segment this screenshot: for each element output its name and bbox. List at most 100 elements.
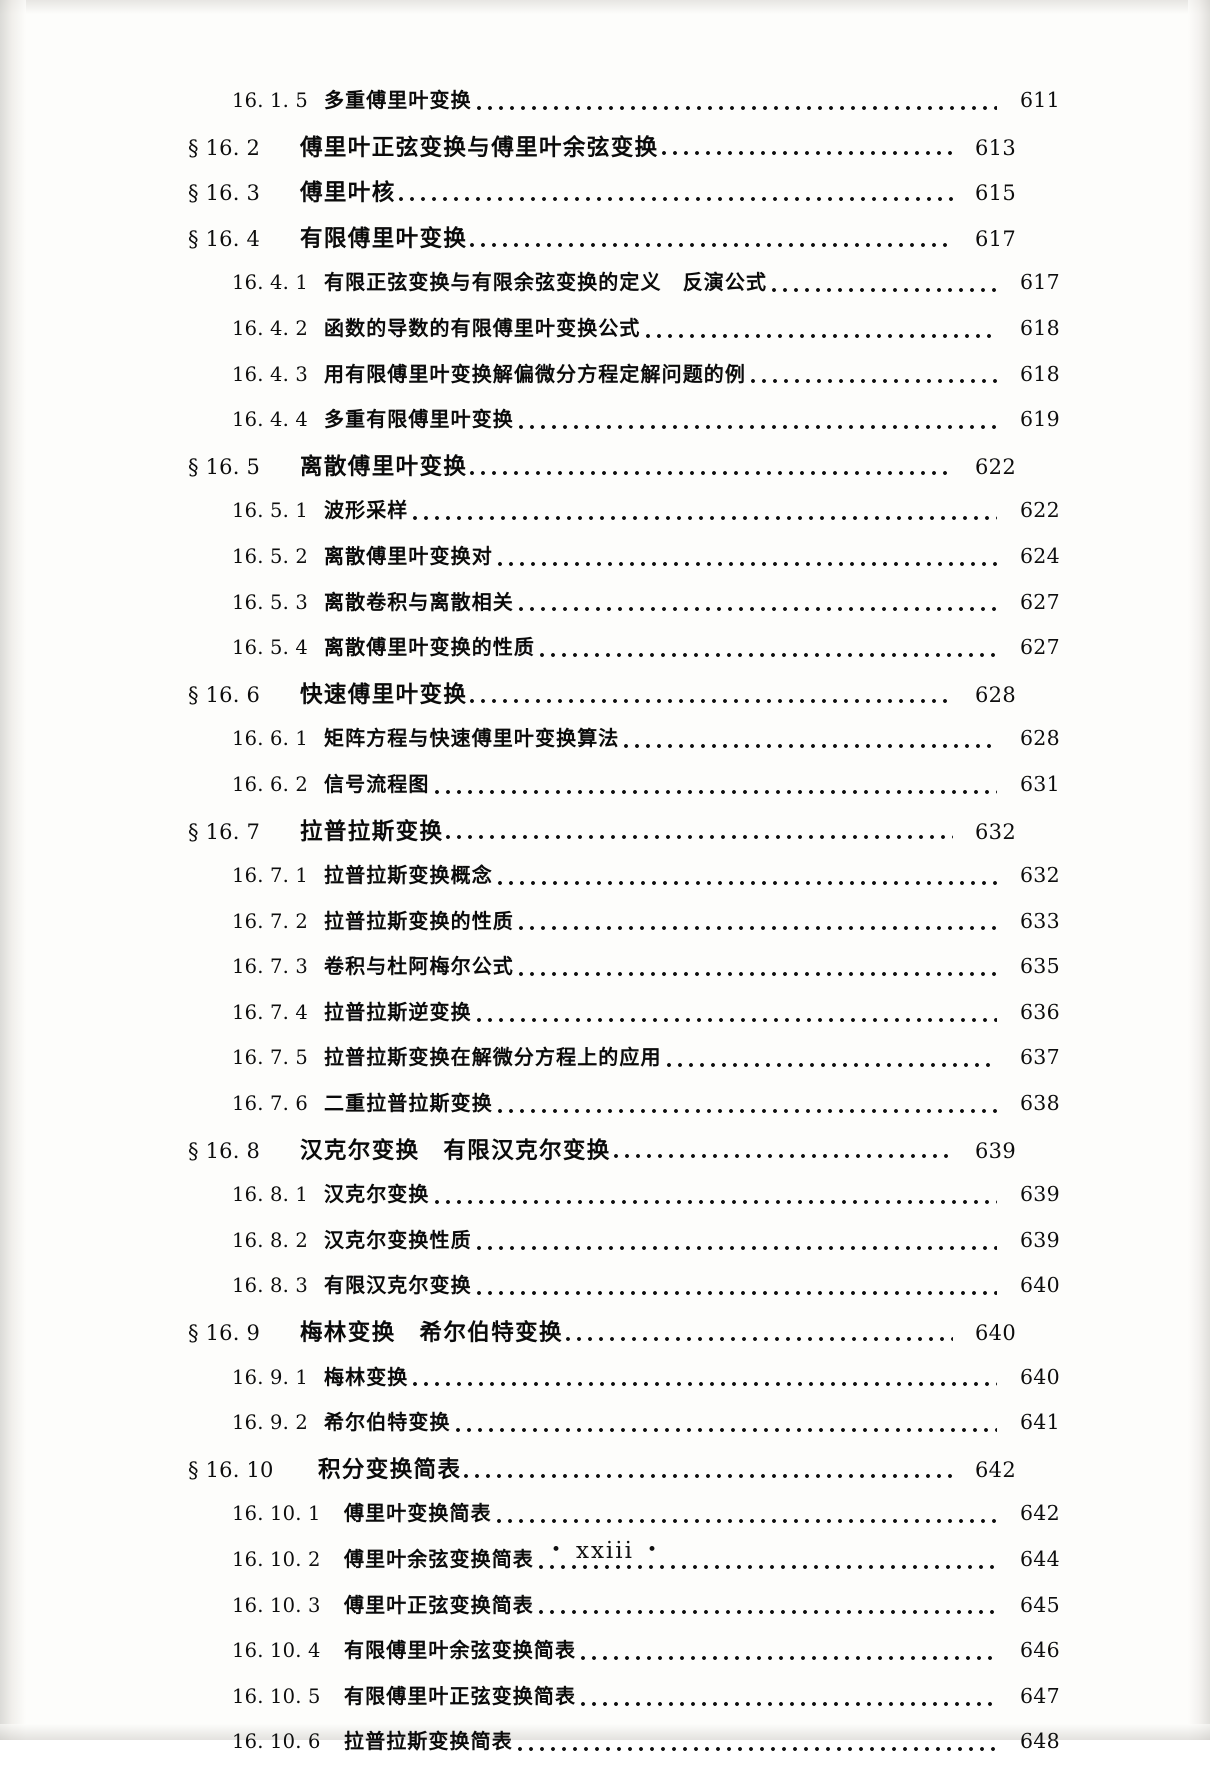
toc-entry-title: 函数的导数的有限傅里叶变换公式 — [324, 315, 641, 340]
toc-entry[interactable]: 16. 5. 4 离散傅里叶变换的性质 627 — [188, 631, 1060, 677]
toc-entry-number: 16. 4. 4 — [232, 408, 309, 432]
toc-entry[interactable]: § 16. 2 傅里叶正弦变换与傅里叶余弦变换 613 — [188, 130, 1016, 176]
toc-entry-title: 拉普拉斯变换 — [300, 818, 444, 845]
toc-entry-page-number: 636 — [1019, 999, 1060, 1024]
toc-leader-dots — [581, 1650, 997, 1666]
toc-leader-dots — [477, 1285, 997, 1301]
toc-entry[interactable]: 16. 4. 2 函数的导数的有限傅里叶变换公式 618 — [188, 312, 1060, 358]
folio-number: xxiii — [575, 1538, 634, 1564]
toc-entry-page-number: 628 — [1019, 726, 1060, 751]
toc-entry-number: 16. 6. 1 — [232, 727, 309, 751]
toc-entry[interactable]: 16. 10. 5 有限傅里叶正弦变换简表 647 — [188, 1680, 1060, 1726]
toc-entry-title: 傅里叶正弦变换与傅里叶余弦变换 — [300, 134, 659, 161]
toc-entry[interactable]: 16. 5. 3 离散卷积与离散相关 627 — [188, 586, 1060, 632]
toc-entry-number: 16. 10. 5 — [232, 1684, 321, 1708]
toc-entry-number: 16. 5. 4 — [232, 636, 309, 660]
toc-entry[interactable]: § 16. 6 快速傅里叶变换 628 — [188, 677, 1016, 723]
toc-entry[interactable]: § 16. 7 拉普拉斯变换 632 — [188, 814, 1016, 860]
toc-entry[interactable]: § 16. 3 傅里叶核 615 — [188, 175, 1016, 221]
toc-entry-number: § 16. 9 — [188, 1321, 261, 1346]
toc-entry-number: § 16. 10 — [188, 1457, 274, 1482]
toc-entry[interactable]: 16. 4. 3 用有限傅里叶变换解偏微分方程定解问题的例 618 — [188, 358, 1060, 404]
toc-entry-title: 傅里叶余弦变换简表 — [344, 1547, 534, 1571]
toc-entry[interactable]: 16. 7. 2 拉普拉斯变换的性质 633 — [188, 905, 1060, 951]
toc-entry-page-number: 618 — [1019, 315, 1060, 340]
toc-entry-number: 16. 10. 3 — [232, 1593, 321, 1617]
toc-entry[interactable]: 16. 6. 2 信号流程图 631 — [188, 768, 1060, 814]
toc-entry-page-number: 644 — [1019, 1547, 1060, 1571]
toc-entry-title: 矩阵方程与快速傅里叶变换算法 — [324, 726, 620, 751]
toc-leader-dots — [566, 1331, 953, 1347]
toc-entry-page-number: 647 — [1019, 1683, 1060, 1708]
toc-entry-page-number: 631 — [1019, 771, 1060, 796]
toc-entry-title: 二重拉普拉斯变换 — [324, 1091, 493, 1116]
toc-entry[interactable]: 16. 10. 2 傅里叶余弦变换简表 644 — [188, 1543, 1060, 1589]
toc-entry-page-number: 637 — [1019, 1045, 1060, 1070]
toc-entry[interactable]: § 16. 8 汉克尔变换 有限汉克尔变换 639 — [188, 1133, 1016, 1179]
toc-entry[interactable]: 16. 4. 4 多重有限傅里叶变换 619 — [188, 403, 1060, 449]
toc-leader-dots — [399, 191, 953, 207]
toc-entry[interactable]: 16. 9. 1 梅林变换 640 — [188, 1361, 1060, 1407]
toc-entry[interactable]: 16. 10. 3 傅里叶正弦变换简表 645 — [188, 1589, 1060, 1635]
toc-entry-number: 16. 8. 1 — [232, 1183, 309, 1207]
toc-leader-dots — [464, 1468, 953, 1484]
toc-entry[interactable]: 16. 7. 5 拉普拉斯变换在解微分方程上的应用 637 — [188, 1041, 1060, 1087]
toc-leader-dots — [498, 1103, 997, 1119]
toc-entry-number: 16. 5. 3 — [232, 590, 309, 614]
toc-entry[interactable]: 16. 9. 2 希尔伯特变换 641 — [188, 1406, 1060, 1452]
toc-entry[interactable]: 16. 6. 1 矩阵方程与快速傅里叶变换算法 628 — [188, 722, 1060, 768]
toc-entry[interactable]: 16. 1. 5 多重傅里叶变换 611 — [188, 84, 1060, 130]
toc-entry[interactable]: § 16. 9 梅林变换 希尔伯特变换 640 — [188, 1315, 1016, 1361]
toc-entry[interactable]: § 16. 10 积分变换简表 642 — [188, 1452, 1016, 1498]
toc-entry[interactable]: 16. 10. 4 有限傅里叶余弦变换简表 646 — [188, 1634, 1060, 1680]
toc-entry-number: 16. 8. 3 — [232, 1274, 309, 1298]
toc-entry-page-number: 639 — [975, 1138, 1016, 1163]
toc-entry[interactable]: 16. 8. 3 有限汉克尔变换 640 — [188, 1269, 1060, 1315]
toc-entry-page-number: 617 — [1019, 270, 1060, 295]
toc-entry[interactable]: 16. 5. 1 波形采样 622 — [188, 494, 1060, 540]
toc-entry-page-number: 633 — [1019, 908, 1060, 933]
toc-entry[interactable]: § 16. 5 离散傅里叶变换 622 — [188, 449, 1016, 495]
toc-entry-page-number: 615 — [975, 181, 1016, 206]
toc-entry-page-number: 627 — [1019, 635, 1060, 660]
toc-entry-title: 快速傅里叶变换 — [300, 681, 468, 708]
toc-entry[interactable]: 16. 10. 6 拉普拉斯变换简表 648 — [188, 1725, 1060, 1771]
toc-entry[interactable]: 16. 7. 3 卷积与杜阿梅尔公式 635 — [188, 950, 1060, 996]
toc-entry[interactable]: 16. 10. 1 傅里叶变换简表 642 — [188, 1497, 1060, 1543]
toc-entry[interactable]: 16. 7. 4 拉普拉斯逆变换 636 — [188, 996, 1060, 1042]
toc-entry-number: 16. 10. 1 — [232, 1502, 321, 1526]
toc-leader-dots — [667, 1057, 997, 1073]
toc-entry-title: 离散傅里叶变换对 — [324, 543, 493, 568]
toc-entry-title: 拉普拉斯变换的性质 — [324, 908, 514, 933]
toc-entry[interactable]: 16. 7. 1 拉普拉斯变换概念 632 — [188, 859, 1060, 905]
toc-entry-title: 拉普拉斯逆变换 — [324, 999, 472, 1024]
toc-entry-number: 16. 9. 1 — [232, 1365, 309, 1389]
toc-entry-page-number: 639 — [1019, 1227, 1060, 1252]
toc-entry[interactable]: 16. 4. 1 有限正弦变换与有限余弦变换的定义 反演公式 617 — [188, 266, 1060, 312]
toc-entry[interactable]: 16. 5. 2 离散傅里叶变换对 624 — [188, 540, 1060, 586]
toc-entry[interactable]: 16. 7. 6 二重拉普拉斯变换 638 — [188, 1087, 1060, 1133]
toc-entry-number: 16. 7. 5 — [232, 1046, 309, 1070]
toc-leader-dots — [435, 784, 998, 800]
toc-leader-dots — [498, 556, 997, 572]
toc-entry-page-number: 638 — [1019, 1091, 1060, 1116]
toc-entry-title: 用有限傅里叶变换解偏微分方程定解问题的例 — [324, 361, 746, 386]
toc-entry-number: 16. 4. 3 — [232, 362, 309, 386]
toc-entry-number: 16. 7. 1 — [232, 864, 309, 888]
toc-entry-title: 波形采样 — [324, 498, 409, 523]
toc-entry-page-number: 648 — [1019, 1729, 1060, 1754]
toc-leader-dots — [477, 1012, 997, 1028]
toc-leader-dots — [519, 419, 997, 435]
toc-entry-page-number: 627 — [1019, 589, 1060, 614]
toc-entry-number: 16. 7. 6 — [232, 1092, 309, 1116]
folio-left-dot: • — [550, 1540, 563, 1560]
toc-entry[interactable]: 16. 8. 1 汉克尔变换 639 — [188, 1178, 1060, 1224]
toc-entry[interactable]: 16. 8. 2 汉克尔变换性质 639 — [188, 1224, 1060, 1270]
toc-entry-title: 汉克尔变换 有限汉克尔变换 — [300, 1137, 611, 1164]
scan-edge-right — [1188, 0, 1210, 1740]
toc-leader-dots — [413, 510, 997, 526]
toc-entry[interactable]: § 16. 4 有限傅里叶变换 617 — [188, 221, 1016, 267]
toc-leader-dots — [470, 237, 953, 253]
toc-entry-title: 希尔伯特变换 — [324, 1410, 451, 1435]
toc-entry-title: 傅里叶变换简表 — [344, 1501, 492, 1526]
